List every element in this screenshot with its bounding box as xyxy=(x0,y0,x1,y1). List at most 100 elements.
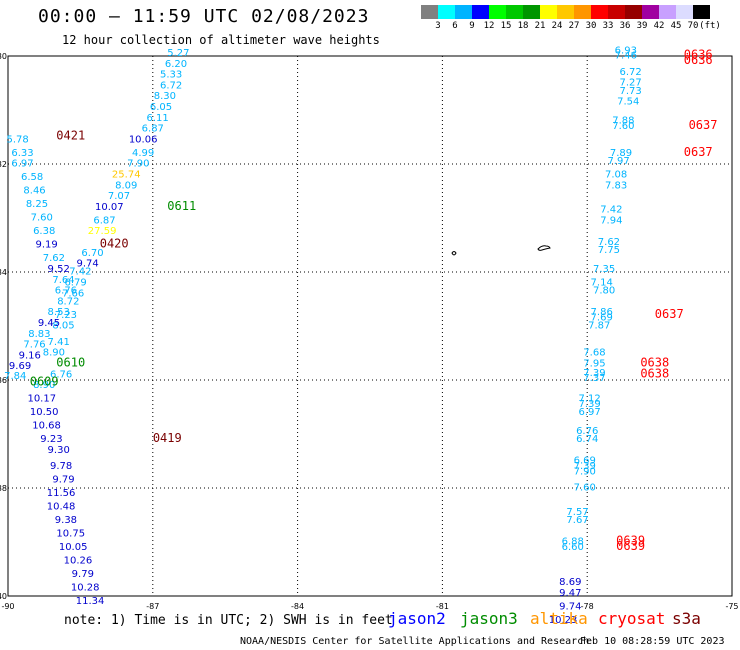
wave-height-label: 8.69 xyxy=(559,577,581,588)
wave-height-label: 7.69 xyxy=(591,313,613,324)
wave-height-label: 7.94 xyxy=(600,215,622,226)
wave-height-label: 6.97 xyxy=(11,159,33,170)
color-swatch xyxy=(523,5,540,19)
color-swatch xyxy=(421,5,438,19)
wave-height-label: 6.38 xyxy=(33,226,55,237)
scale-tick-label: 3 xyxy=(435,21,441,31)
wave-height-label: 10.68 xyxy=(32,421,61,432)
wave-height-label: 6.72 xyxy=(160,80,182,91)
pass-time-label: 0419 xyxy=(153,431,182,445)
wave-height-label: 7.14 xyxy=(591,278,613,289)
x-axis-label: -75 xyxy=(725,602,738,611)
wave-height-label: 8.09 xyxy=(115,180,137,191)
scale-tick-label: 45 xyxy=(670,21,682,31)
wave-height-label: 10.50 xyxy=(30,407,59,418)
pass-time-label: 0611 xyxy=(167,199,196,213)
color-swatch xyxy=(574,5,591,19)
wave-height-label: 7.42 xyxy=(69,267,91,278)
y-axis-label: 40 xyxy=(0,592,7,601)
wave-height-label: 10.17 xyxy=(27,394,56,405)
color-swatch xyxy=(557,5,574,19)
units-note: note: 1) Time is in UTC; 2) SWH is in fe… xyxy=(64,613,393,628)
legend-item-jason3: jason3 xyxy=(460,609,518,628)
color-swatch xyxy=(540,5,557,19)
color-swatch xyxy=(472,5,489,19)
wave-height-label: 9.79 xyxy=(52,475,74,486)
wave-height-label: 7.83 xyxy=(605,180,627,191)
wave-height-label: 6.05 xyxy=(150,102,172,113)
scale-tick-label: 39 xyxy=(636,21,648,31)
scale-tick-label: 30 xyxy=(585,21,597,31)
wave-height-label: 25.74 xyxy=(112,170,141,181)
color-swatch xyxy=(438,5,455,19)
wave-height-label: 5.33 xyxy=(160,70,182,81)
wave-height-label: 6.76 xyxy=(576,426,598,437)
island-outline xyxy=(537,245,551,251)
wave-height-label: 7.08 xyxy=(605,170,627,181)
wave-height-label: 8.72 xyxy=(57,296,79,307)
wave-height-label: 7.90 xyxy=(574,467,596,478)
scale-tick-label: 21 xyxy=(534,21,546,31)
scale-tick-label: 24 xyxy=(551,21,563,31)
wave-height-label: 6.58 xyxy=(21,172,43,183)
wave-height-label: 7.76 xyxy=(23,340,45,351)
scale-tick-label: 6 xyxy=(452,21,458,31)
map-frame xyxy=(7,55,733,597)
scale-tick-label: 70 xyxy=(687,21,699,31)
wave-height-label: 7.57 xyxy=(566,507,588,518)
wave-height-label: 7.88 xyxy=(612,116,634,127)
color-swatch xyxy=(676,5,693,19)
wave-height-label: 11.56 xyxy=(47,488,76,499)
wave-height-label: 8.46 xyxy=(23,186,45,197)
wave-height-label: 10.23 xyxy=(549,615,578,626)
wave-height-label: 7.84 xyxy=(4,371,26,382)
wave-height-label: 7.60 xyxy=(612,121,634,132)
wave-height-label: 10.05 xyxy=(59,542,88,553)
wave-height-label: 6.87 xyxy=(93,215,115,226)
wave-height-label: 7.95 xyxy=(583,359,605,370)
wave-height-label: 8.83 xyxy=(28,329,50,340)
x-axis-label: -84 xyxy=(291,602,304,611)
scale-tick-label: (ft) xyxy=(699,21,721,31)
wave-height-label: 4.99 xyxy=(132,148,154,159)
y-axis-label: 30 xyxy=(0,52,7,61)
wave-height-label: 8.90 xyxy=(33,380,55,391)
scale-tick-label: 42 xyxy=(653,21,665,31)
wave-height-label: 9.38 xyxy=(55,515,77,526)
scale-tick-label: 12 xyxy=(483,21,495,31)
color-swatch xyxy=(455,5,472,19)
scale-tick-label: 27 xyxy=(568,21,580,31)
wave-height-label: 6.76 xyxy=(50,369,72,380)
wave-height-label: 9.79 xyxy=(72,569,94,580)
color-scale-swatches xyxy=(421,5,727,19)
scale-tick-label: 9 xyxy=(469,21,475,31)
wave-height-label: 5.78 xyxy=(7,134,29,145)
wave-height-label: 6.70 xyxy=(81,248,103,259)
wave-height-label: 7.73 xyxy=(620,86,642,97)
wave-height-label: 7.07 xyxy=(108,191,130,202)
wave-height-label: 7.67 xyxy=(566,515,588,526)
wave-height-label: 7.68 xyxy=(583,348,605,359)
wave-height-label: 7.27 xyxy=(620,78,642,89)
wave-height-label: 7.46 xyxy=(615,51,637,62)
wave-height-label: 8.25 xyxy=(26,199,48,210)
wave-height-label: 7.12 xyxy=(578,394,600,405)
generation-timestamp: Feb 10 08:28:59 UTC 2023 xyxy=(580,636,725,647)
pass-time-label: 0639 xyxy=(616,539,645,553)
wave-height-label: 8.90 xyxy=(43,348,65,359)
pass-time-label: 0610 xyxy=(56,356,85,370)
wave-height-label: 7.62 xyxy=(598,237,620,248)
scale-tick-label: 15 xyxy=(500,21,512,31)
pass-time-label: 0639 xyxy=(616,534,645,548)
x-axis-label: -78 xyxy=(581,602,594,611)
color-swatch xyxy=(693,5,710,19)
wave-height-label: 7.60 xyxy=(31,213,53,224)
wave-height-label: 7.39 xyxy=(583,368,605,379)
pass-time-label: 0637 xyxy=(655,307,684,321)
pass-time-label: 0609 xyxy=(30,374,59,388)
wave-height-label: 7.41 xyxy=(48,337,70,348)
scale-tick-label: 18 xyxy=(517,21,529,31)
wave-height-label: 27.59 xyxy=(88,226,117,237)
wave-height-label: 7.39 xyxy=(574,461,596,472)
